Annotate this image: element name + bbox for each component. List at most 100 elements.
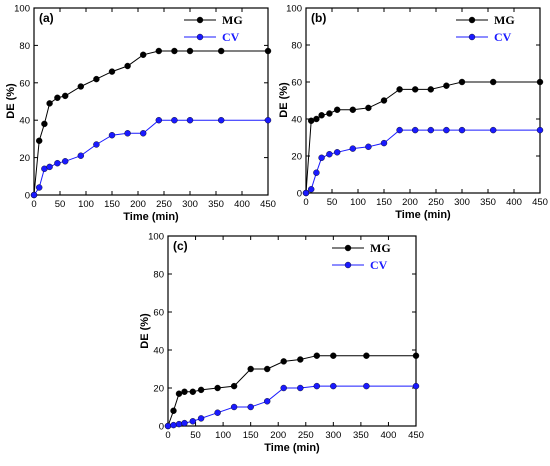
- data-point: [155, 47, 163, 55]
- data-point: [139, 130, 147, 137]
- data-point: [490, 126, 497, 134]
- x-tick-label: 100: [78, 199, 94, 210]
- data-point: [365, 104, 372, 112]
- data-point: [186, 47, 194, 55]
- data-point: [412, 126, 419, 134]
- legend: MG CV: [456, 13, 515, 44]
- data-point: [318, 112, 325, 119]
- x-tick-label: 300: [325, 430, 341, 441]
- x-axis-title: Time (min): [123, 211, 179, 223]
- y-tick-label: 20: [291, 152, 302, 163]
- data-point: [330, 382, 337, 390]
- data-point: [536, 78, 544, 86]
- x-tick-label: 400: [506, 197, 522, 208]
- data-point: [217, 116, 225, 124]
- legend-label: CV: [222, 30, 240, 44]
- series-line: [33, 119, 268, 196]
- legend-label: CV: [494, 30, 512, 44]
- data-point: [363, 352, 370, 359]
- data-point: [189, 388, 197, 395]
- legend-marker: [196, 33, 204, 41]
- data-point: [197, 415, 205, 422]
- x-axis-title: Time (min): [264, 442, 320, 454]
- data-point: [264, 365, 271, 373]
- series-cv: [164, 382, 420, 430]
- series-line: [167, 355, 416, 427]
- plot-frame: [305, 7, 541, 194]
- x-tick-label: 50: [327, 197, 338, 208]
- legend-marker: [344, 244, 352, 252]
- panel-label: (a): [39, 11, 54, 25]
- panel-label: (b): [311, 11, 326, 25]
- data-point: [349, 106, 356, 114]
- series-line: [33, 50, 268, 196]
- plot-frame: [167, 235, 417, 427]
- data-point: [108, 131, 116, 139]
- x-tick-label: 250: [156, 199, 172, 210]
- data-point: [197, 386, 205, 394]
- legend: MG CV: [332, 241, 391, 272]
- data-point: [330, 352, 337, 359]
- data-point: [189, 418, 197, 425]
- x-tick-label: 400: [234, 199, 250, 210]
- y-tick-label: 60: [19, 78, 30, 89]
- panel-a: 0 50 100 150 200 250 300 350 400 450 0 20 40 60 80 100 T…: [5, 4, 276, 224]
- x-tick-label: 450: [532, 197, 548, 208]
- data-point: [77, 152, 85, 159]
- x-tick-label: 250: [428, 197, 444, 208]
- data-point: [302, 189, 310, 197]
- data-point: [124, 62, 131, 70]
- data-point: [46, 100, 53, 107]
- data-point: [308, 186, 315, 193]
- x-tick-label: 150: [243, 430, 259, 441]
- data-point: [61, 92, 69, 100]
- x-tick-label: 350: [480, 197, 496, 208]
- data-point: [170, 421, 177, 429]
- data-point: [181, 388, 188, 395]
- data-point: [536, 126, 544, 134]
- data-point: [458, 126, 466, 134]
- data-point: [412, 86, 419, 93]
- data-point: [181, 419, 188, 427]
- legend: MG CV: [184, 13, 243, 44]
- data-point: [280, 358, 287, 365]
- data-point: [46, 163, 53, 171]
- y-axis-title: DE (%): [139, 313, 151, 349]
- y-tick-label: 100: [14, 4, 30, 15]
- data-point: [412, 352, 420, 359]
- x-tick-label: 350: [353, 430, 369, 441]
- data-point: [77, 83, 85, 90]
- data-point: [313, 382, 320, 390]
- x-tick-label: 450: [408, 430, 424, 441]
- data-point: [30, 191, 38, 199]
- x-tick-label: 0: [303, 197, 308, 208]
- legend-label: MG: [494, 13, 515, 27]
- legend-label: MG: [222, 13, 243, 27]
- data-point: [164, 422, 172, 430]
- panel-b: 0 50 100 150 200 250 300 350 400 450 0 20 40 60 80 100 T…: [278, 4, 548, 222]
- data-point: [230, 382, 238, 390]
- data-point: [334, 149, 341, 156]
- legend-label: CV: [370, 258, 388, 272]
- x-axis-title: Time (min): [395, 209, 451, 221]
- x-tick-label: 50: [55, 199, 66, 210]
- data-point: [326, 150, 333, 158]
- series-mg: [302, 78, 544, 197]
- y-tick-label: 100: [148, 232, 164, 243]
- panel-c: 0 50 100 150 200 250 300 350 400 450 0 20 40 60 80 100 T…: [139, 232, 424, 455]
- data-point: [175, 390, 183, 397]
- data-point: [297, 384, 304, 392]
- legend-marker: [468, 16, 476, 24]
- y-tick-label: 0: [297, 189, 302, 200]
- data-point: [214, 384, 221, 392]
- y-tick-label: 40: [19, 116, 30, 127]
- data-point: [214, 409, 221, 416]
- data-point: [490, 78, 497, 86]
- data-point: [108, 68, 116, 75]
- data-point: [171, 116, 178, 124]
- data-point: [363, 382, 370, 390]
- data-point: [186, 116, 194, 124]
- y-tick-label: 80: [291, 41, 302, 52]
- data-point: [427, 126, 434, 134]
